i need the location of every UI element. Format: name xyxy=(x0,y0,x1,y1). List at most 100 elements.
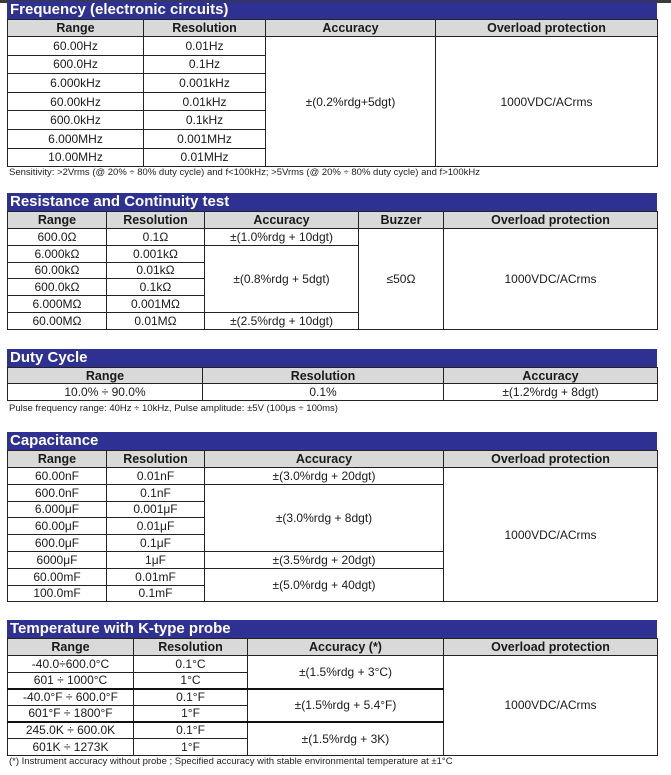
range-cell: 6.000MHz xyxy=(7,128,144,149)
frequency-note: Sensitivity: >2Vrms (@ 20% ÷ 80% duty cy… xyxy=(9,167,480,178)
accuracy-cell: ±(1.0%rdg + 10dgt) xyxy=(204,228,359,246)
range-cell: 60.00Hz xyxy=(7,36,144,56)
accuracy-cell: ±(1.5%rdg + 3K) xyxy=(247,720,444,756)
range-cell: 6.000MΩ xyxy=(7,295,107,313)
range-cell: 600.0Hz xyxy=(7,54,144,75)
column-header: Accuracy xyxy=(265,19,436,37)
header-row: Range Resolution Accuracy Overload protecti… xyxy=(7,450,658,468)
table-row: -40.0°F ÷ 600.0°F 0.1°F ±(1.5%rdg + 5.4°F) xyxy=(7,687,658,723)
table-row: 6.000kHz 0.001kHz xyxy=(7,73,658,93)
temperature-section: Temperature with K-type probe Range Resol… xyxy=(7,620,658,756)
resolution-cell: 0.1kΩ xyxy=(106,278,205,297)
resolution-cell: 0.1μF xyxy=(106,534,205,552)
resistance-table: Range Resolution Accuracy Buzzer Overload pr… xyxy=(7,211,658,330)
table-row: 60.00MΩ 0.01MΩ ±(2.5%rdg + 10dgt) xyxy=(7,311,658,330)
resolution-cell: 0.1°F xyxy=(133,687,248,706)
section-title: Frequency (electronic circuits) xyxy=(7,1,657,19)
table-row: 100.0mF 0.1mF xyxy=(7,584,658,603)
range-cell: 6.000kHz xyxy=(7,73,144,93)
accuracy-cell: ±(0.2%rdg+5dgt) xyxy=(265,35,436,168)
section-title: Resistance and Continuity test xyxy=(7,193,657,211)
accuracy-cell: ±(3.0%rdg + 8dgt) xyxy=(204,483,444,552)
range-cell: 600.0μF xyxy=(7,534,107,552)
table-row: 60.00Hz 0.01Hz ±(0.2%rdg+5dgt) 1000VDC/ACrm… xyxy=(7,35,658,168)
accuracy-cell: ±(5.0%rdg + 40dgt) xyxy=(204,567,444,603)
column-header: Accuracy xyxy=(443,367,658,384)
range-cell: 600.0kHz xyxy=(7,110,144,130)
range-cell: 60.00MΩ xyxy=(7,311,107,330)
accuracy-cell: ±(1.5%rdg + 3°C) xyxy=(247,654,444,690)
overload-cell: 1000VDC/ACrms xyxy=(443,228,658,330)
resolution-cell: 0.001MΩ xyxy=(106,295,205,313)
resolution-cell: 0.001kΩ xyxy=(106,244,205,263)
range-cell: 6.000kΩ xyxy=(7,244,107,263)
table-row: 600.0kΩ 0.1kΩ xyxy=(7,278,658,297)
duty-cycle-note: Pulse frequency range: 40Hz ÷ 10kHz, Pul… xyxy=(9,403,338,414)
duty-cycle-table: Range Resolution Accuracy 10.0% ÷ 90.0% 0.1%… xyxy=(7,367,658,401)
resolution-cell: 1°C xyxy=(133,671,248,690)
column-header: Resolution xyxy=(202,367,444,384)
resolution-cell: 0.01MHz xyxy=(143,147,266,168)
column-header: Range xyxy=(7,211,107,229)
range-cell: 6000μF xyxy=(7,550,107,569)
range-cell: 600.0kΩ xyxy=(7,278,107,297)
column-header: Overload protection xyxy=(435,19,658,37)
accuracy-cell: ±(3.0%rdg + 20dgt) xyxy=(204,467,444,485)
resolution-cell: 0.01kHz xyxy=(143,91,266,112)
range-cell: 601°F ÷ 1800°F xyxy=(7,704,134,723)
table-row: 60.00mF 0.01mF ±(5.0%rdg + 40dgt) xyxy=(7,567,658,603)
range-cell: 10.00MHz xyxy=(7,147,144,168)
resolution-cell: 0.1°F xyxy=(133,720,248,739)
resolution-cell: 0.001kHz xyxy=(143,73,266,93)
section-title: Duty Cycle xyxy=(7,349,657,367)
resolution-cell: 1°F xyxy=(133,704,248,723)
resolution-cell: 0.1Ω xyxy=(106,228,205,246)
resolution-cell: 1°F xyxy=(133,737,248,756)
range-cell: -40.0÷600.0°C xyxy=(7,655,134,673)
table-row: 6.000MHz 0.001MHz xyxy=(7,128,658,149)
overload-cell: 1000VDC/ACrms xyxy=(443,466,658,603)
range-cell: 601 ÷ 1000°C xyxy=(7,671,134,690)
range-cell: 60.00kΩ xyxy=(7,261,107,280)
table-row: 60.00nF 0.01nF ±(3.0%rdg + 20dgt) 1000VDC/A… xyxy=(7,466,658,603)
resolution-cell: 0.001MHz xyxy=(143,128,266,149)
table-row: 600.0kHz 0.1kHz xyxy=(7,110,658,130)
range-cell: 60.00kHz xyxy=(7,91,144,112)
resolution-cell: 0.1mF xyxy=(106,584,205,603)
column-header: Overload protection xyxy=(443,450,658,468)
resolution-cell: 0.01nF xyxy=(106,467,205,485)
table-row: 601K ÷ 1273K 1°F xyxy=(7,737,658,756)
table-row: 10.0% ÷ 90.0% 0.1% ±(1.2%rdg + 8dgt) xyxy=(7,383,658,401)
range-cell: 100.0mF xyxy=(7,584,107,603)
table-row: 6.000kΩ 0.001kΩ ±(0.8%rdg + 5dgt) xyxy=(7,244,658,313)
header-row: Range Resolution Accuracy Buzzer Overload pr… xyxy=(7,211,658,229)
column-header: Resolution xyxy=(143,19,266,37)
buzzer-cell: ≤50Ω xyxy=(358,228,444,330)
resolution-cell: 0.01kΩ xyxy=(106,261,205,280)
table-row: 10.00MHz 0.01MHz xyxy=(7,147,658,168)
resolution-cell: 0.1Hz xyxy=(143,54,266,75)
table-row: 601 ÷ 1000°C 1°C xyxy=(7,671,658,690)
column-header: Accuracy xyxy=(204,450,444,468)
accuracy-cell: ±(2.5%rdg + 10dgt) xyxy=(204,311,359,330)
range-cell: 245.0K ÷ 600.0K xyxy=(7,720,134,739)
column-header: Resolution xyxy=(106,211,205,229)
resolution-cell: 1μF xyxy=(106,550,205,569)
table-row: 6.000MΩ 0.001MΩ xyxy=(7,295,658,313)
range-cell: 601K ÷ 1273K xyxy=(7,737,134,756)
column-header: Range xyxy=(7,19,144,37)
table-row: -40.0÷600.0°C 0.1°C ±(1.5%rdg + 3°C) 1000VD… xyxy=(7,654,658,756)
section-title: Capacitance xyxy=(7,432,657,450)
column-header: Buzzer xyxy=(358,211,444,229)
header-row: Range Resolution Accuracy (*) Overload prot… xyxy=(7,638,658,656)
temperature-note: (*) Instrument accuracy without probe ; … xyxy=(9,756,453,767)
duty-cycle-section: Duty Cycle Range Resolution Accuracy 10.0% … xyxy=(7,349,658,401)
resolution-cell: 0.1% xyxy=(202,383,444,401)
table-row: 245.0K ÷ 600.0K 0.1°F ±(1.5%rdg + 3K) xyxy=(7,720,658,756)
section-title: Temperature with K-type probe xyxy=(7,620,657,638)
resolution-cell: 0.1nF xyxy=(106,483,205,502)
header-row: Range Resolution Accuracy xyxy=(7,367,658,384)
column-header: Resolution xyxy=(133,638,248,656)
frequency-section: Frequency (electronic circuits) Range Res… xyxy=(7,1,658,168)
table-row: 6.000μF 0.001μF xyxy=(7,500,658,519)
